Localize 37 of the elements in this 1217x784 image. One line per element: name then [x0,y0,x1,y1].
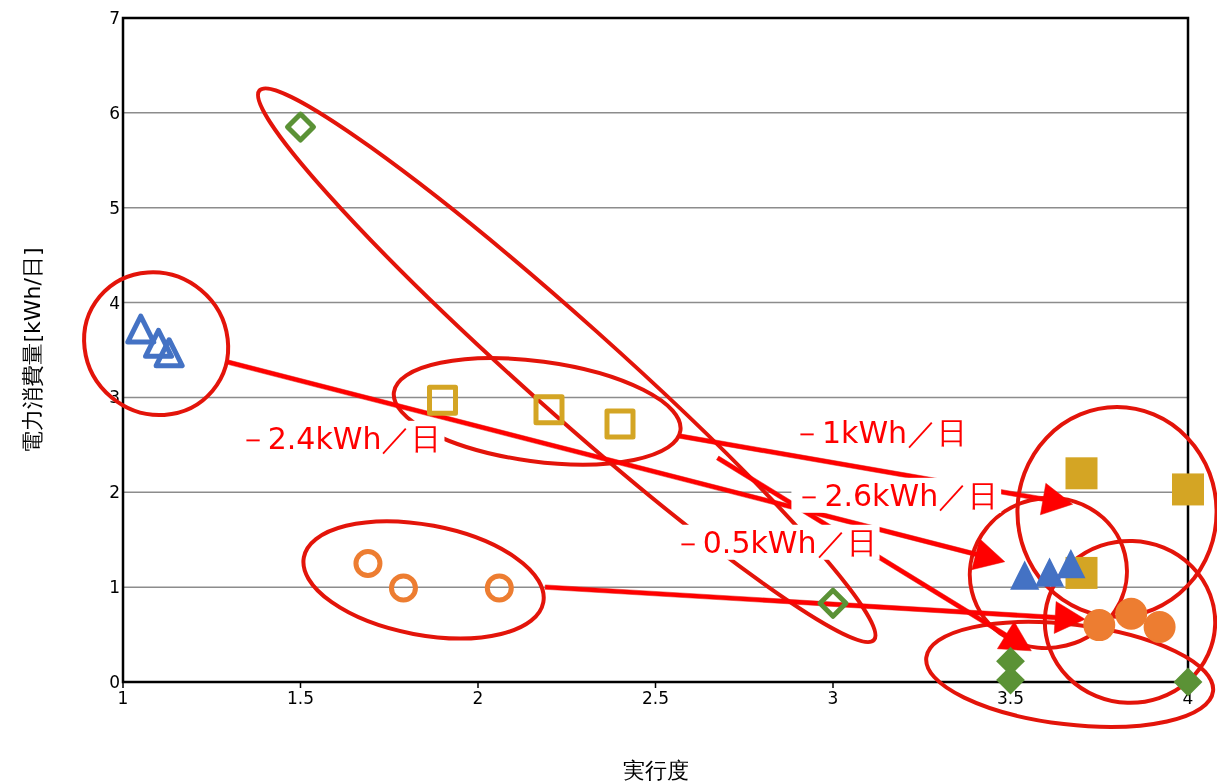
point [533,394,565,426]
y-tick-label: 7 [109,8,120,28]
annotation: －1kWh／日 [791,414,968,450]
x-tick-label: 1.5 [286,688,315,708]
x-tick-label: 3 [827,688,839,708]
point [1035,558,1064,587]
y-tick-label: 4 [109,292,120,313]
point [817,587,849,619]
point [1172,473,1204,506]
point [388,573,418,603]
point [143,327,174,359]
point [1115,597,1148,630]
point [427,384,458,416]
point [1083,609,1116,642]
point [153,337,185,369]
y-tick-label: 5 [109,197,120,218]
x-axis-title: 実行度 [622,758,689,783]
y-axis-title: 電力消費量[kWh/日] [20,247,45,453]
point [604,408,636,440]
point [285,111,316,143]
y-tick-label: 1 [109,577,120,598]
x-tick-label: 2 [472,688,484,708]
annotation: －0.5kWh／日 [672,524,877,560]
y-tick-label: 6 [109,102,120,123]
point [1056,550,1085,579]
point [1065,457,1098,490]
point [1010,561,1039,590]
y-tick-label: 0 [109,672,120,692]
point [125,313,157,345]
x-tick-label: 2.5 [641,688,670,708]
x-tick-label: 3.5 [996,688,1025,708]
y-tick-label: 2 [109,482,120,503]
annotation: －2.6kWh／日 [794,477,999,513]
point [484,573,514,603]
annotation: －2.4kWh／日 [237,420,442,456]
point [1143,610,1176,643]
point [353,548,383,578]
